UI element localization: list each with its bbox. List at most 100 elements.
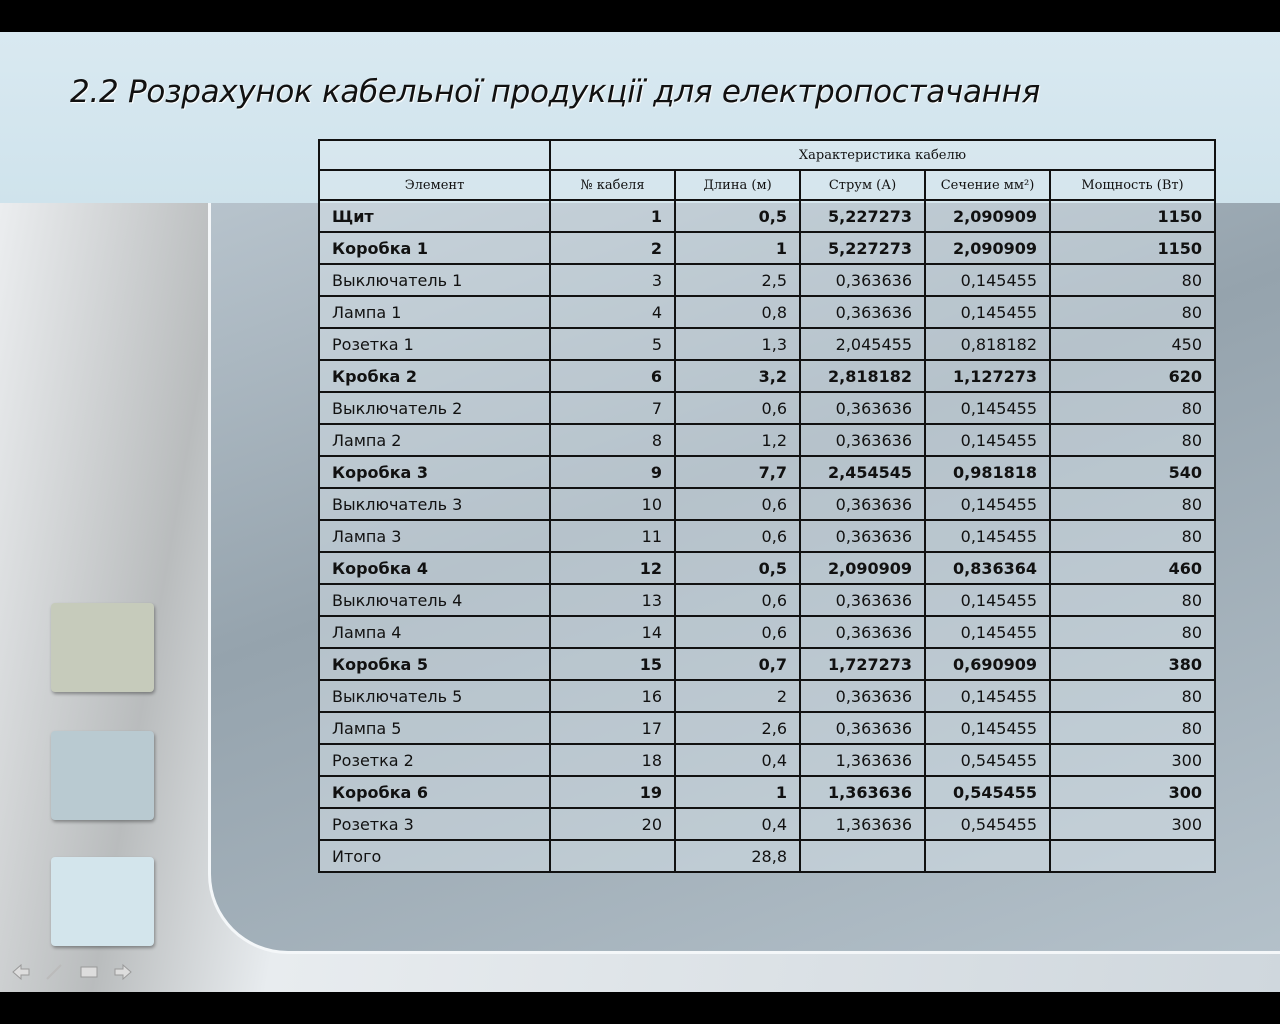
table-cell: Розетка 3 (318, 807, 551, 841)
slide-nav (12, 963, 132, 981)
table-row: Лампа 3 11 0,6 0,363636 0,145455 80 (318, 519, 1216, 553)
table-cell: 0,5 (674, 199, 801, 233)
table-cell: Мощность (Вт) (1049, 169, 1216, 201)
table-cell: 16 (549, 679, 676, 713)
table-cell: Щит (318, 199, 551, 233)
table-cell: Сечение мм²) (924, 169, 1051, 201)
table-cell: Кробка 2 (318, 359, 551, 393)
table-row: Выключатель 1 3 2,5 0,363636 0,145455 80 (318, 263, 1216, 297)
table-cell: Характеристика кабелю (549, 139, 1216, 171)
table-cell: 1 (674, 775, 801, 809)
table-cell: Коробка 6 (318, 775, 551, 809)
table-cell: 18 (549, 743, 676, 777)
table-cell: 2,818182 (799, 359, 926, 393)
table-cell: 2,6 (674, 711, 801, 745)
table-row: Выключатель 2 7 0,6 0,363636 0,145455 80 (318, 391, 1216, 425)
table-cell: Выключатель 5 (318, 679, 551, 713)
table-row: Лампа 2 8 1,2 0,363636 0,145455 80 (318, 423, 1216, 457)
table-cell: Розетка 1 (318, 327, 551, 361)
table-cell: 2,090909 (924, 199, 1051, 233)
table-row: Коробка 4 12 0,5 2,090909 0,836364 460 (318, 551, 1216, 585)
table-cell: 0,363636 (799, 295, 926, 329)
table-cell: 0,145455 (924, 711, 1051, 745)
cable-table: Характеристика кабелю Элемент № кабеля Длин… (318, 139, 1216, 873)
table-cell: 0,363636 (799, 487, 926, 521)
table-cell: Коробка 4 (318, 551, 551, 585)
table-cell: 19 (549, 775, 676, 809)
table-cell: 9 (549, 455, 676, 489)
table-row: Розетка 1 5 1,3 2,045455 0,818182 450 (318, 327, 1216, 361)
table-cell: Длина (м) (674, 169, 801, 201)
table-cell: 2 (549, 231, 676, 265)
table-cell: 0,6 (674, 391, 801, 425)
table-cell: Коробка 5 (318, 647, 551, 681)
table-cell: 460 (1049, 551, 1216, 585)
table-row: Итого 28,8 (318, 839, 1216, 873)
pen-button[interactable] (46, 964, 62, 980)
table-cell: 2,090909 (799, 551, 926, 585)
table-cell: 0,363636 (799, 391, 926, 425)
table-cell: 0,6 (674, 615, 801, 649)
table-cell: 2,5 (674, 263, 801, 297)
table-cell: 6 (549, 359, 676, 393)
table-cell: 0,145455 (924, 487, 1051, 521)
header-row: Характеристика кабелю (318, 139, 1216, 171)
table-cell: 0,690909 (924, 647, 1051, 681)
table-cell: Итого (318, 839, 551, 873)
table-cell: 450 (1049, 327, 1216, 361)
table-cell: Лампа 3 (318, 519, 551, 553)
slide: 2.2 Розрахунок кабельної продукції для е… (0, 32, 1280, 992)
table-cell: 1,363636 (799, 775, 926, 809)
table-cell: Элемент (318, 169, 551, 201)
table-cell: 5,227273 (799, 231, 926, 265)
table-cell: 2,454545 (799, 455, 926, 489)
table-cell: 540 (1049, 455, 1216, 489)
table-cell: Струм (А) (799, 169, 926, 201)
table-cell: 0,363636 (799, 711, 926, 745)
table-cell: 17 (549, 711, 676, 745)
table-cell: 7,7 (674, 455, 801, 489)
decor-square (51, 731, 154, 820)
prev-button[interactable] (12, 963, 30, 981)
table-cell: 0,363636 (799, 263, 926, 297)
table-cell: 300 (1049, 807, 1216, 841)
table-row: Выключатель 5 16 2 0,363636 0,145455 80 (318, 679, 1216, 713)
table-row: Выключатель 4 13 0,6 0,363636 0,145455 80 (318, 583, 1216, 617)
table-cell: 0,363636 (799, 679, 926, 713)
table-cell: 0,4 (674, 743, 801, 777)
table-cell: 80 (1049, 295, 1216, 329)
table-row: Щит 1 0,5 5,227273 2,090909 1150 (318, 199, 1216, 233)
table-cell: 80 (1049, 391, 1216, 425)
table-cell: Розетка 2 (318, 743, 551, 777)
table-row: Розетка 2 18 0,4 1,363636 0,545455 300 (318, 743, 1216, 777)
table-cell: 13 (549, 583, 676, 617)
table-cell: 80 (1049, 711, 1216, 745)
table-cell: 0,818182 (924, 327, 1051, 361)
table-cell: 1 (674, 231, 801, 265)
table-cell: 0,545455 (924, 807, 1051, 841)
table-cell: 8 (549, 423, 676, 457)
table-cell: 620 (1049, 359, 1216, 393)
table-cell: 0,4 (674, 807, 801, 841)
slide-title: 2.2 Розрахунок кабельної продукції для е… (70, 74, 1040, 110)
table-cell: 5 (549, 327, 676, 361)
table-cell: 7 (549, 391, 676, 425)
table-cell: 1150 (1049, 231, 1216, 265)
next-button[interactable] (114, 963, 132, 981)
table-cell: Лампа 1 (318, 295, 551, 329)
table-row: Лампа 1 4 0,8 0,363636 0,145455 80 (318, 295, 1216, 329)
table-cell: 3 (549, 263, 676, 297)
menu-button[interactable] (80, 966, 98, 978)
decor-square (51, 603, 154, 692)
table-cell: 2,045455 (799, 327, 926, 361)
table-cell: Коробка 1 (318, 231, 551, 265)
table-cell: 80 (1049, 583, 1216, 617)
table-cell: 4 (549, 295, 676, 329)
table-cell: 2 (674, 679, 801, 713)
table-cell: 0,6 (674, 487, 801, 521)
table-cell: Лампа 4 (318, 615, 551, 649)
table-cell: 1,127273 (924, 359, 1051, 393)
table-cell: 80 (1049, 519, 1216, 553)
table-cell: 0,836364 (924, 551, 1051, 585)
